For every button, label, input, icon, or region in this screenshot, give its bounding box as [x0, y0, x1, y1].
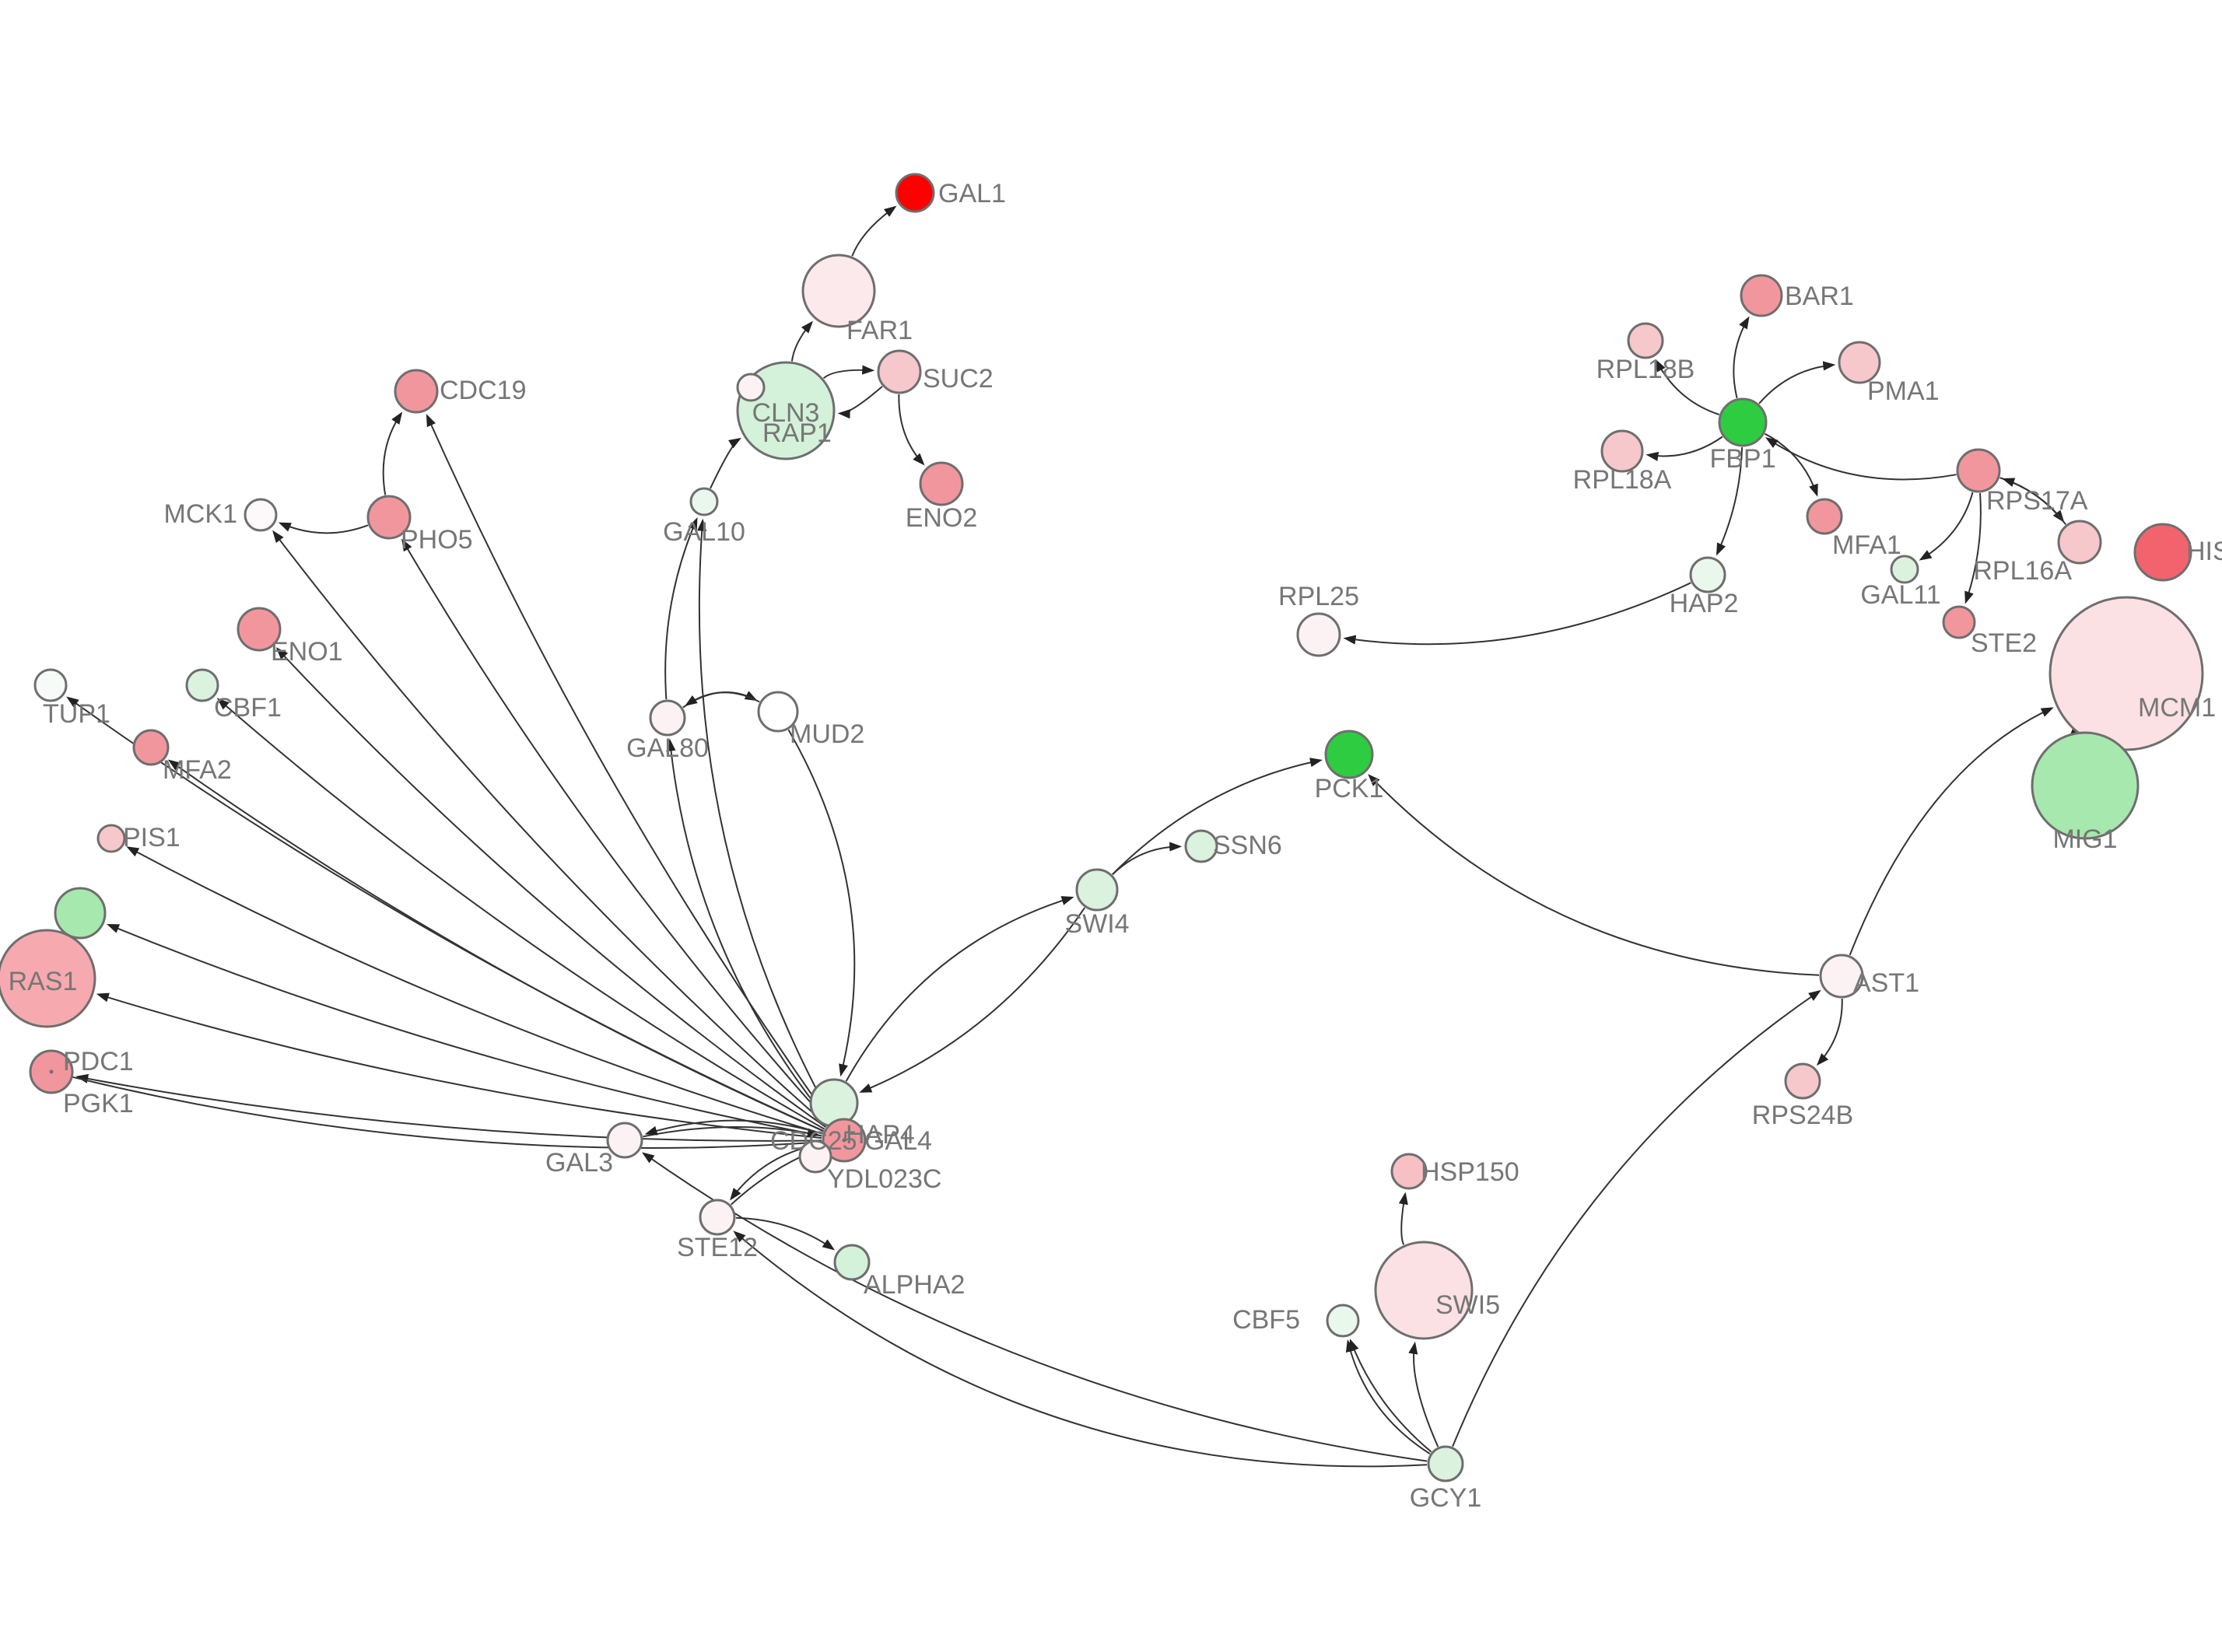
svg-text:BAR1: BAR1 [1785, 282, 1854, 311]
svg-text:STE12: STE12 [677, 1233, 758, 1262]
svg-text:MIG1: MIG1 [2052, 824, 2117, 854]
svg-text:HAP2: HAP2 [1670, 589, 1739, 618]
svg-text:ALPHA2: ALPHA2 [864, 1270, 965, 1300]
svg-text:CBF5: CBF5 [1232, 1305, 1300, 1335]
svg-text:PMA1: PMA1 [1867, 376, 1940, 406]
svg-text:SWI5: SWI5 [1435, 1290, 1500, 1320]
svg-text:PCK1: PCK1 [1315, 774, 1384, 803]
svg-text:FAR1: FAR1 [846, 316, 913, 345]
svg-text:PHO5: PHO5 [401, 525, 473, 555]
svg-text:CDC25: CDC25 [770, 1126, 857, 1156]
svg-text:GAL1: GAL1 [938, 179, 1006, 208]
svg-text:MUD2: MUD2 [790, 719, 864, 749]
svg-text:HIS4: HIS4 [2186, 537, 2222, 566]
svg-text:GAL3: GAL3 [545, 1148, 613, 1178]
svg-text:ENO1: ENO1 [271, 637, 343, 667]
svg-text:MFA1: MFA1 [1832, 530, 1901, 560]
svg-text:TUP1: TUP1 [43, 699, 110, 729]
svg-text:RPL18A: RPL18A [1573, 465, 1672, 495]
svg-text:STE2: STE2 [1971, 628, 2037, 658]
svg-text:PGK1: PGK1 [63, 1089, 134, 1118]
svg-text:RPL18B: RPL18B [1596, 355, 1695, 384]
svg-text:GCY1: GCY1 [1410, 1483, 1482, 1513]
svg-text:YDL023C: YDL023C [827, 1164, 941, 1194]
svg-text:SSN6: SSN6 [1213, 831, 1282, 860]
svg-text:SUC2: SUC2 [923, 364, 994, 394]
svg-text:CDC19: CDC19 [440, 376, 526, 405]
svg-text:PDC1: PDC1 [63, 1047, 134, 1076]
svg-text:PIS1: PIS1 [123, 823, 180, 852]
svg-text:RPL25: RPL25 [1278, 582, 1359, 611]
svg-text:RPS24B: RPS24B [1752, 1101, 1853, 1130]
svg-text:MCM1: MCM1 [2138, 693, 2216, 723]
svg-text:RPS17A: RPS17A [1986, 486, 2088, 516]
svg-text:GAL4: GAL4 [864, 1126, 932, 1156]
svg-text:HSP150: HSP150 [1421, 1157, 1519, 1187]
svg-text:FBP1: FBP1 [1709, 444, 1775, 474]
svg-text:AST1: AST1 [1853, 968, 1919, 998]
svg-text:RAP1: RAP1 [762, 418, 832, 448]
svg-text:ENO2: ENO2 [906, 503, 978, 533]
svg-text:RAS1: RAS1 [9, 967, 78, 996]
svg-text:MCK1: MCK1 [164, 499, 237, 529]
svg-text:CBF1: CBF1 [214, 693, 282, 723]
svg-text:GAL11: GAL11 [1860, 580, 1940, 610]
svg-text:MFA2: MFA2 [163, 755, 232, 785]
svg-text:GAL10: GAL10 [663, 517, 745, 547]
svg-text:GAL80: GAL80 [626, 733, 709, 763]
svg-text:SWI4: SWI4 [1064, 909, 1129, 939]
svg-text:RPL16A: RPL16A [1973, 556, 2072, 586]
